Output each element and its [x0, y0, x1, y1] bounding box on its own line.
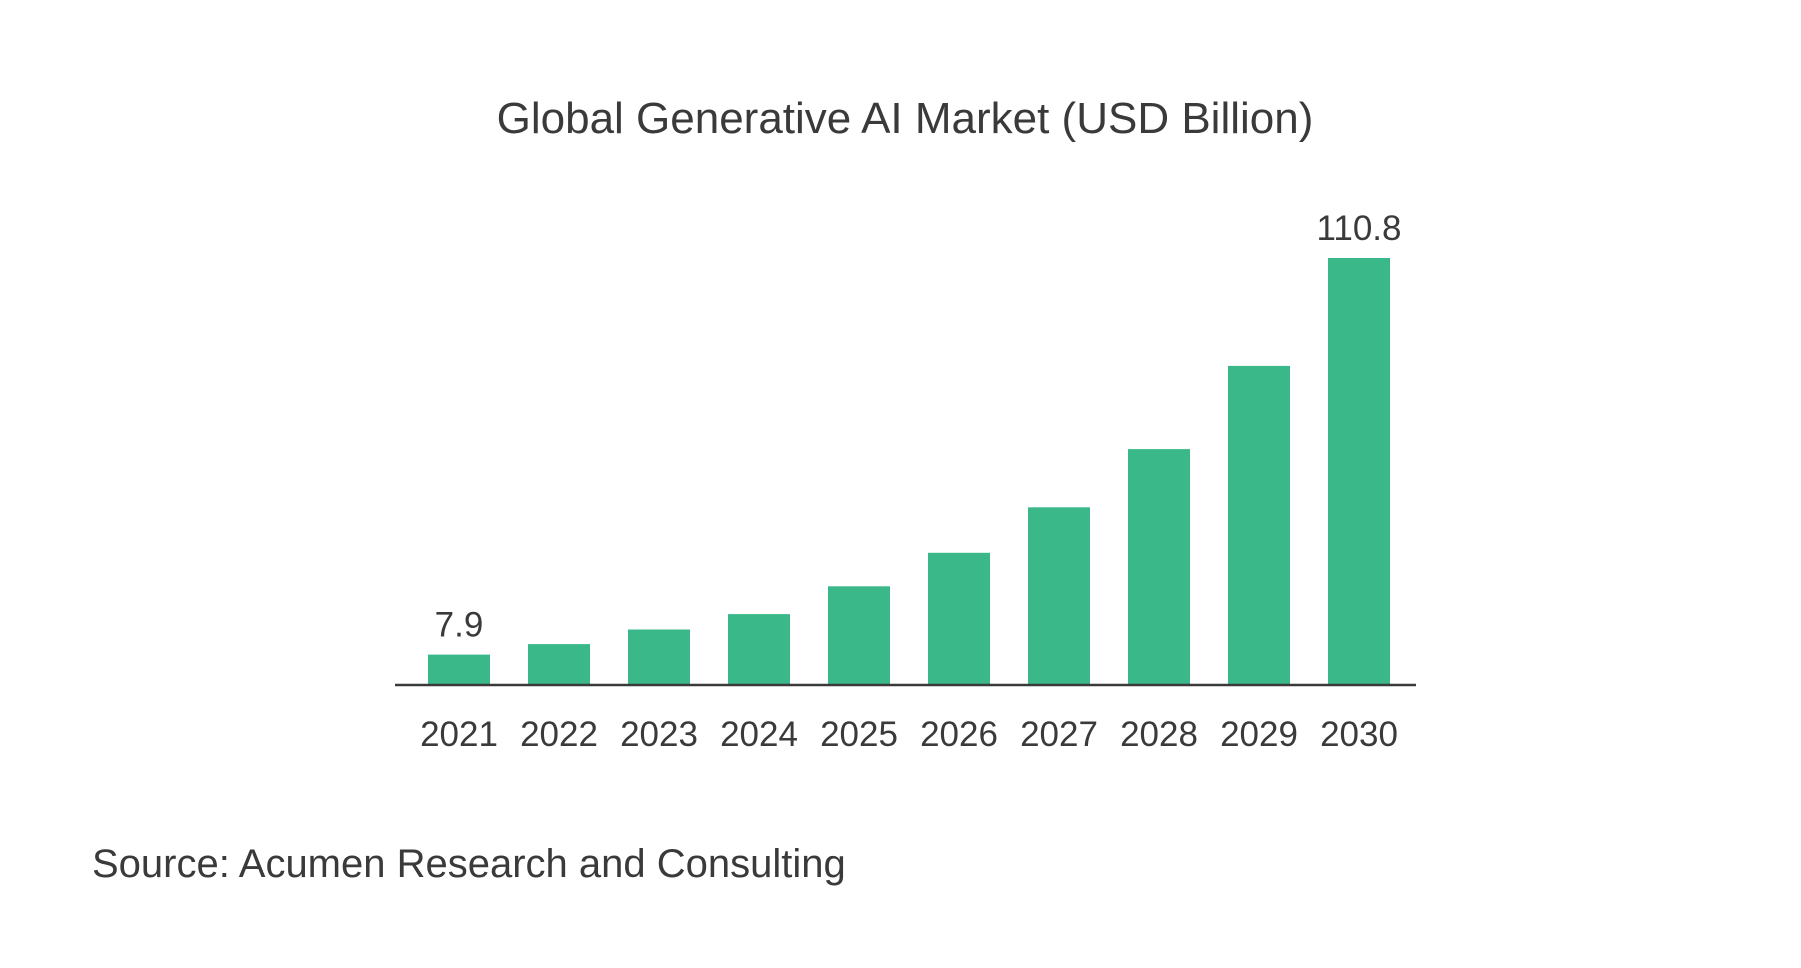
bar-2024 [728, 614, 790, 685]
chart-title: Global Generative AI Market (USD Billion… [497, 94, 1314, 143]
x-tick-label-2027: 2027 [1020, 715, 1098, 754]
x-tick-label-2026: 2026 [920, 715, 998, 754]
x-tick-labels-group: 2021 2022 2023 2024 2025 2026 2027 2028 2029 2030 [420, 715, 1398, 754]
x-tick-label-2030: 2030 [1320, 715, 1398, 754]
data-label-2021: 7.9 [435, 606, 484, 645]
bar-2030 [1328, 258, 1390, 685]
data-label-2030: 110.8 [1317, 209, 1402, 248]
bar-2028 [1128, 449, 1190, 685]
x-tick-label-2029: 2029 [1220, 715, 1298, 754]
x-tick-label-2023: 2023 [620, 715, 698, 754]
x-tick-label-2025: 2025 [820, 715, 898, 754]
bar-2021 [428, 654, 490, 685]
bar-2025 [828, 586, 890, 685]
bar-2026 [928, 552, 990, 685]
bar-2027 [1028, 507, 1090, 685]
x-tick-label-2022: 2022 [520, 715, 598, 754]
bar-2029 [1228, 365, 1290, 685]
x-tick-label-2021: 2021 [420, 715, 498, 754]
x-tick-label-2028: 2028 [1120, 715, 1198, 754]
data-labels-group: 7.9 110.8 [435, 209, 1402, 645]
bar-2023 [628, 629, 690, 685]
source-note: Source: Acumen Research and Consulting [92, 842, 846, 886]
bars-group [428, 258, 1390, 685]
bar-2022 [528, 644, 590, 685]
x-tick-label-2024: 2024 [720, 715, 798, 754]
